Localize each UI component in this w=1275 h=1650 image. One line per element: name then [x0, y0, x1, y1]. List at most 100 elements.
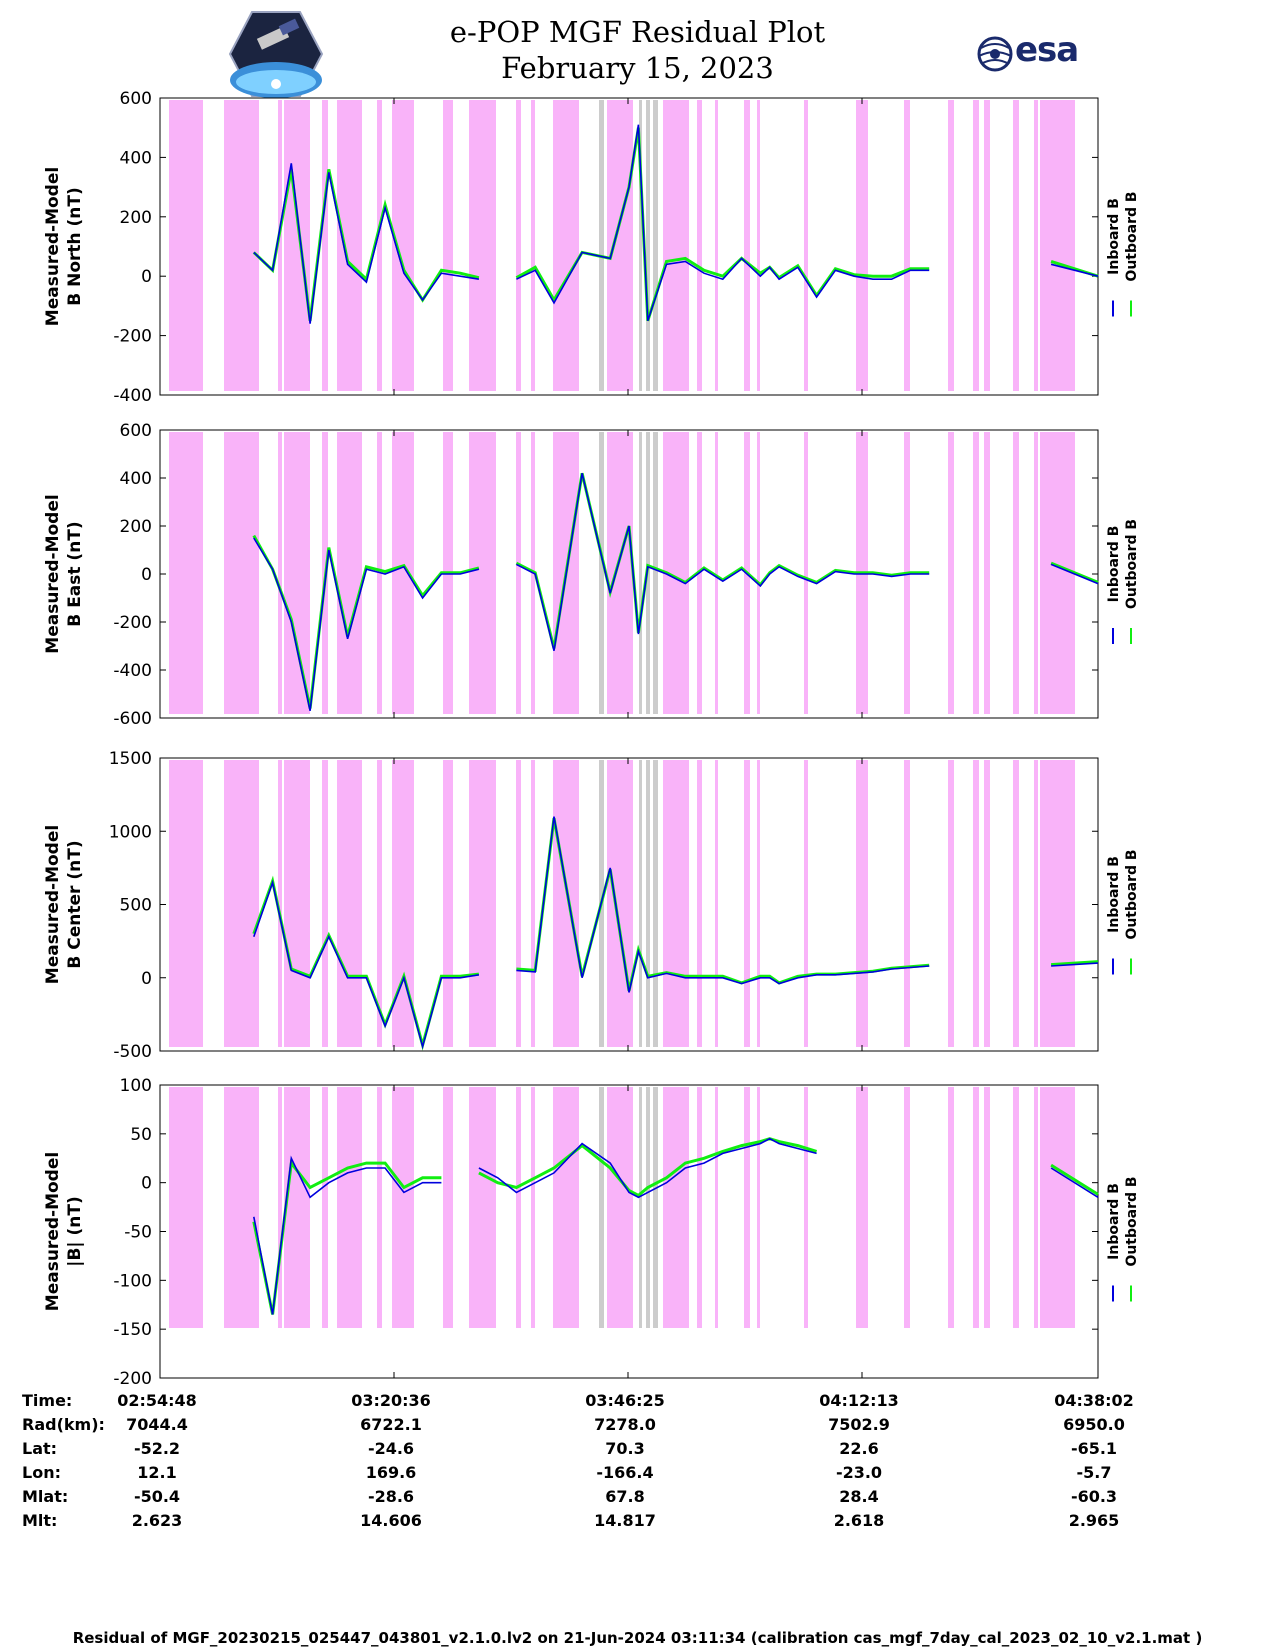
- data-gap-band: [1040, 100, 1075, 391]
- data-gap-band: [804, 760, 808, 1047]
- data-gap-band: [973, 432, 979, 714]
- x-tick-ephemeris-label: -65.1: [1071, 1439, 1117, 1458]
- data-gap-band: [224, 760, 259, 1047]
- data-gap-band: [663, 100, 689, 391]
- data-gap-band: [804, 100, 808, 391]
- x-tick-time-label: 04:38:02: [1054, 1391, 1134, 1410]
- y-tick-label: 400: [120, 148, 152, 168]
- data-gap-band: [744, 1087, 750, 1328]
- axis-row-label: Time:: [22, 1391, 72, 1410]
- series-inboard-line: [253, 473, 1099, 711]
- data-gap-band: [1034, 1087, 1038, 1328]
- calibration-band: [639, 432, 642, 714]
- data-gap-band: [1013, 100, 1019, 391]
- y-tick-label: 100: [120, 1076, 152, 1096]
- data-gap-band: [856, 1087, 868, 1328]
- y-tick-label: 1000: [109, 822, 152, 842]
- legend-outboard-label: Outboard B: [1124, 519, 1140, 609]
- x-tick-ephemeris-label: -60.3: [1071, 1487, 1117, 1506]
- axis-row-label: Lon:: [22, 1463, 61, 1482]
- x-tick-ephemeris-label: 14.817: [594, 1511, 656, 1530]
- data-gap-band: [337, 100, 362, 391]
- data-gap-band: [607, 1087, 633, 1328]
- x-tick-ephemeris-label: -5.7: [1077, 1463, 1112, 1482]
- x-tick-ephemeris-label: 28.4: [839, 1487, 878, 1506]
- data-gap-band: [377, 100, 382, 391]
- data-gap-band: [278, 100, 282, 391]
- data-gap-band: [377, 760, 382, 1047]
- data-gap-band: [744, 760, 750, 1047]
- y-tick-label: -600: [113, 709, 152, 729]
- data-gap-band: [948, 760, 954, 1047]
- y-tick-label: 200: [120, 208, 152, 228]
- data-gap-band: [469, 100, 496, 391]
- x-tick-ephemeris-label: 7502.9: [828, 1415, 890, 1434]
- data-gap-band: [284, 760, 310, 1047]
- data-gap-band: [757, 100, 760, 391]
- y-tick-label: 200: [120, 517, 152, 537]
- x-tick-ephemeris-label: 7044.4: [126, 1415, 188, 1434]
- y-axis-label-line: Measured-Model: [43, 494, 63, 653]
- y-tick-label: -400: [113, 386, 152, 406]
- legend-outboard-label: Outboard B: [1124, 1176, 1140, 1266]
- y-tick-label: 0: [141, 969, 152, 989]
- data-gap-band: [284, 1087, 310, 1328]
- data-gap-band: [553, 760, 579, 1047]
- axis-row-label: Mlat:: [22, 1487, 68, 1506]
- data-gap-band: [224, 432, 259, 714]
- calibration-band: [653, 100, 658, 391]
- legend-inboard-label: Inboard B: [1106, 856, 1122, 933]
- data-gap-band: [804, 432, 808, 714]
- data-gap-band: [224, 100, 259, 391]
- data-gap-band: [392, 760, 414, 1047]
- data-gap-band: [443, 760, 453, 1047]
- data-gap-band: [516, 760, 521, 1047]
- chart-panel-1: -400 -200 0 200 400 600 Measured-Model B North …: [43, 89, 1140, 406]
- x-tick-ephemeris-label: 67.8: [605, 1487, 644, 1506]
- y-tick-label: 600: [120, 421, 152, 441]
- y-axis-label-line: B Center (nT): [65, 840, 85, 968]
- y-tick-label: -200: [113, 327, 152, 347]
- data-gap-band: [1034, 760, 1038, 1047]
- data-gap-band: [169, 760, 203, 1047]
- legend-outboard-label: Outboard B: [1124, 849, 1140, 939]
- data-gap-band: [392, 100, 414, 391]
- y-axis-label-line: B East (nT): [65, 521, 85, 626]
- data-gap-band: [757, 432, 760, 714]
- chart-panel-4: -200 -150 -100 -50 0 50 100 Measured-Model |B| (…: [43, 1076, 1140, 1389]
- x-tick-time-label: 03:46:25: [585, 1391, 665, 1410]
- data-gap-band: [278, 1087, 282, 1328]
- data-gap-band: [322, 760, 328, 1047]
- y-tick-label: -100: [113, 1271, 152, 1291]
- y-axis-label: Measured-Model B East (nT): [43, 494, 85, 653]
- data-gap-band: [607, 432, 633, 714]
- data-gap-band: [1040, 760, 1075, 1047]
- esa-logo-text: esa: [1015, 30, 1079, 70]
- y-tick-label: 400: [120, 469, 152, 489]
- data-gap-band: [1040, 432, 1075, 714]
- calibration-band: [653, 432, 658, 714]
- data-gap-band: [443, 1087, 453, 1328]
- x-tick-ephemeris-label: -24.6: [368, 1439, 414, 1458]
- x-tick-ephemeris-label: 12.1: [137, 1463, 176, 1482]
- y-axis-label: Measured-Model B Center (nT): [43, 825, 85, 984]
- x-tick-ephemeris-label: 7278.0: [594, 1415, 656, 1434]
- data-gap-band: [531, 100, 535, 391]
- data-gap-band: [469, 1087, 496, 1328]
- axes-frame: [159, 97, 1099, 396]
- data-gap-band: [337, 432, 362, 714]
- calibration-band: [599, 100, 604, 391]
- calibration-band: [653, 1087, 658, 1328]
- axis-row-label: Rad(km):: [22, 1415, 105, 1434]
- data-gap-band: [757, 760, 760, 1047]
- data-gap-band: [169, 100, 203, 391]
- data-gap-band: [948, 100, 954, 391]
- calibration-band: [646, 760, 650, 1047]
- y-tick-label: -200: [113, 613, 152, 633]
- data-gap-band: [322, 100, 328, 391]
- y-axis-label: Measured-Model |B| (nT): [43, 1152, 85, 1311]
- y-axis-label-line: |B| (nT): [65, 1196, 85, 1267]
- data-gap-band: [948, 432, 954, 714]
- data-gap-band: [904, 1087, 910, 1328]
- y-tick-label: -500: [113, 1042, 152, 1062]
